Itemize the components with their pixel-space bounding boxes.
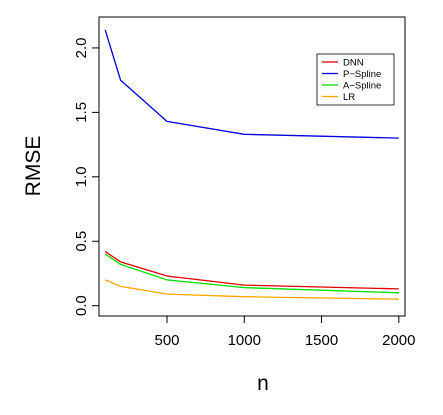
x-tick-label: 2000 bbox=[382, 332, 415, 349]
legend-label: DNN bbox=[343, 57, 364, 68]
series-line-a-spline bbox=[104, 253, 399, 294]
legend-label: P−Spline bbox=[343, 69, 381, 80]
y-tick-label: 0.0 bbox=[73, 295, 90, 316]
series-line-p-spline bbox=[104, 29, 399, 139]
x-tick-label: 1000 bbox=[228, 332, 261, 349]
y-tick-label: 1.5 bbox=[73, 102, 90, 123]
series-line-dnn bbox=[104, 251, 399, 290]
series-line-lr bbox=[104, 279, 399, 300]
y-tick-label: 1.0 bbox=[73, 166, 90, 187]
x-axis-title: n bbox=[257, 372, 269, 395]
x-axis: 500 1000 1500 2000 bbox=[154, 316, 416, 349]
y-tick-label: 0.5 bbox=[73, 231, 90, 252]
x-tick-label: 1500 bbox=[305, 332, 338, 349]
series-layer bbox=[104, 29, 399, 300]
y-tick-label: 2.0 bbox=[73, 38, 90, 59]
legend-label: A−Spline bbox=[343, 80, 381, 91]
y-axis-title: RMSE bbox=[22, 136, 45, 197]
legend-label: LR bbox=[343, 92, 355, 103]
x-tick-label: 500 bbox=[154, 332, 179, 349]
y-axis: 0.0 0.5 1.0 1.5 2.0 bbox=[73, 38, 99, 316]
plot-frame bbox=[98, 16, 406, 317]
